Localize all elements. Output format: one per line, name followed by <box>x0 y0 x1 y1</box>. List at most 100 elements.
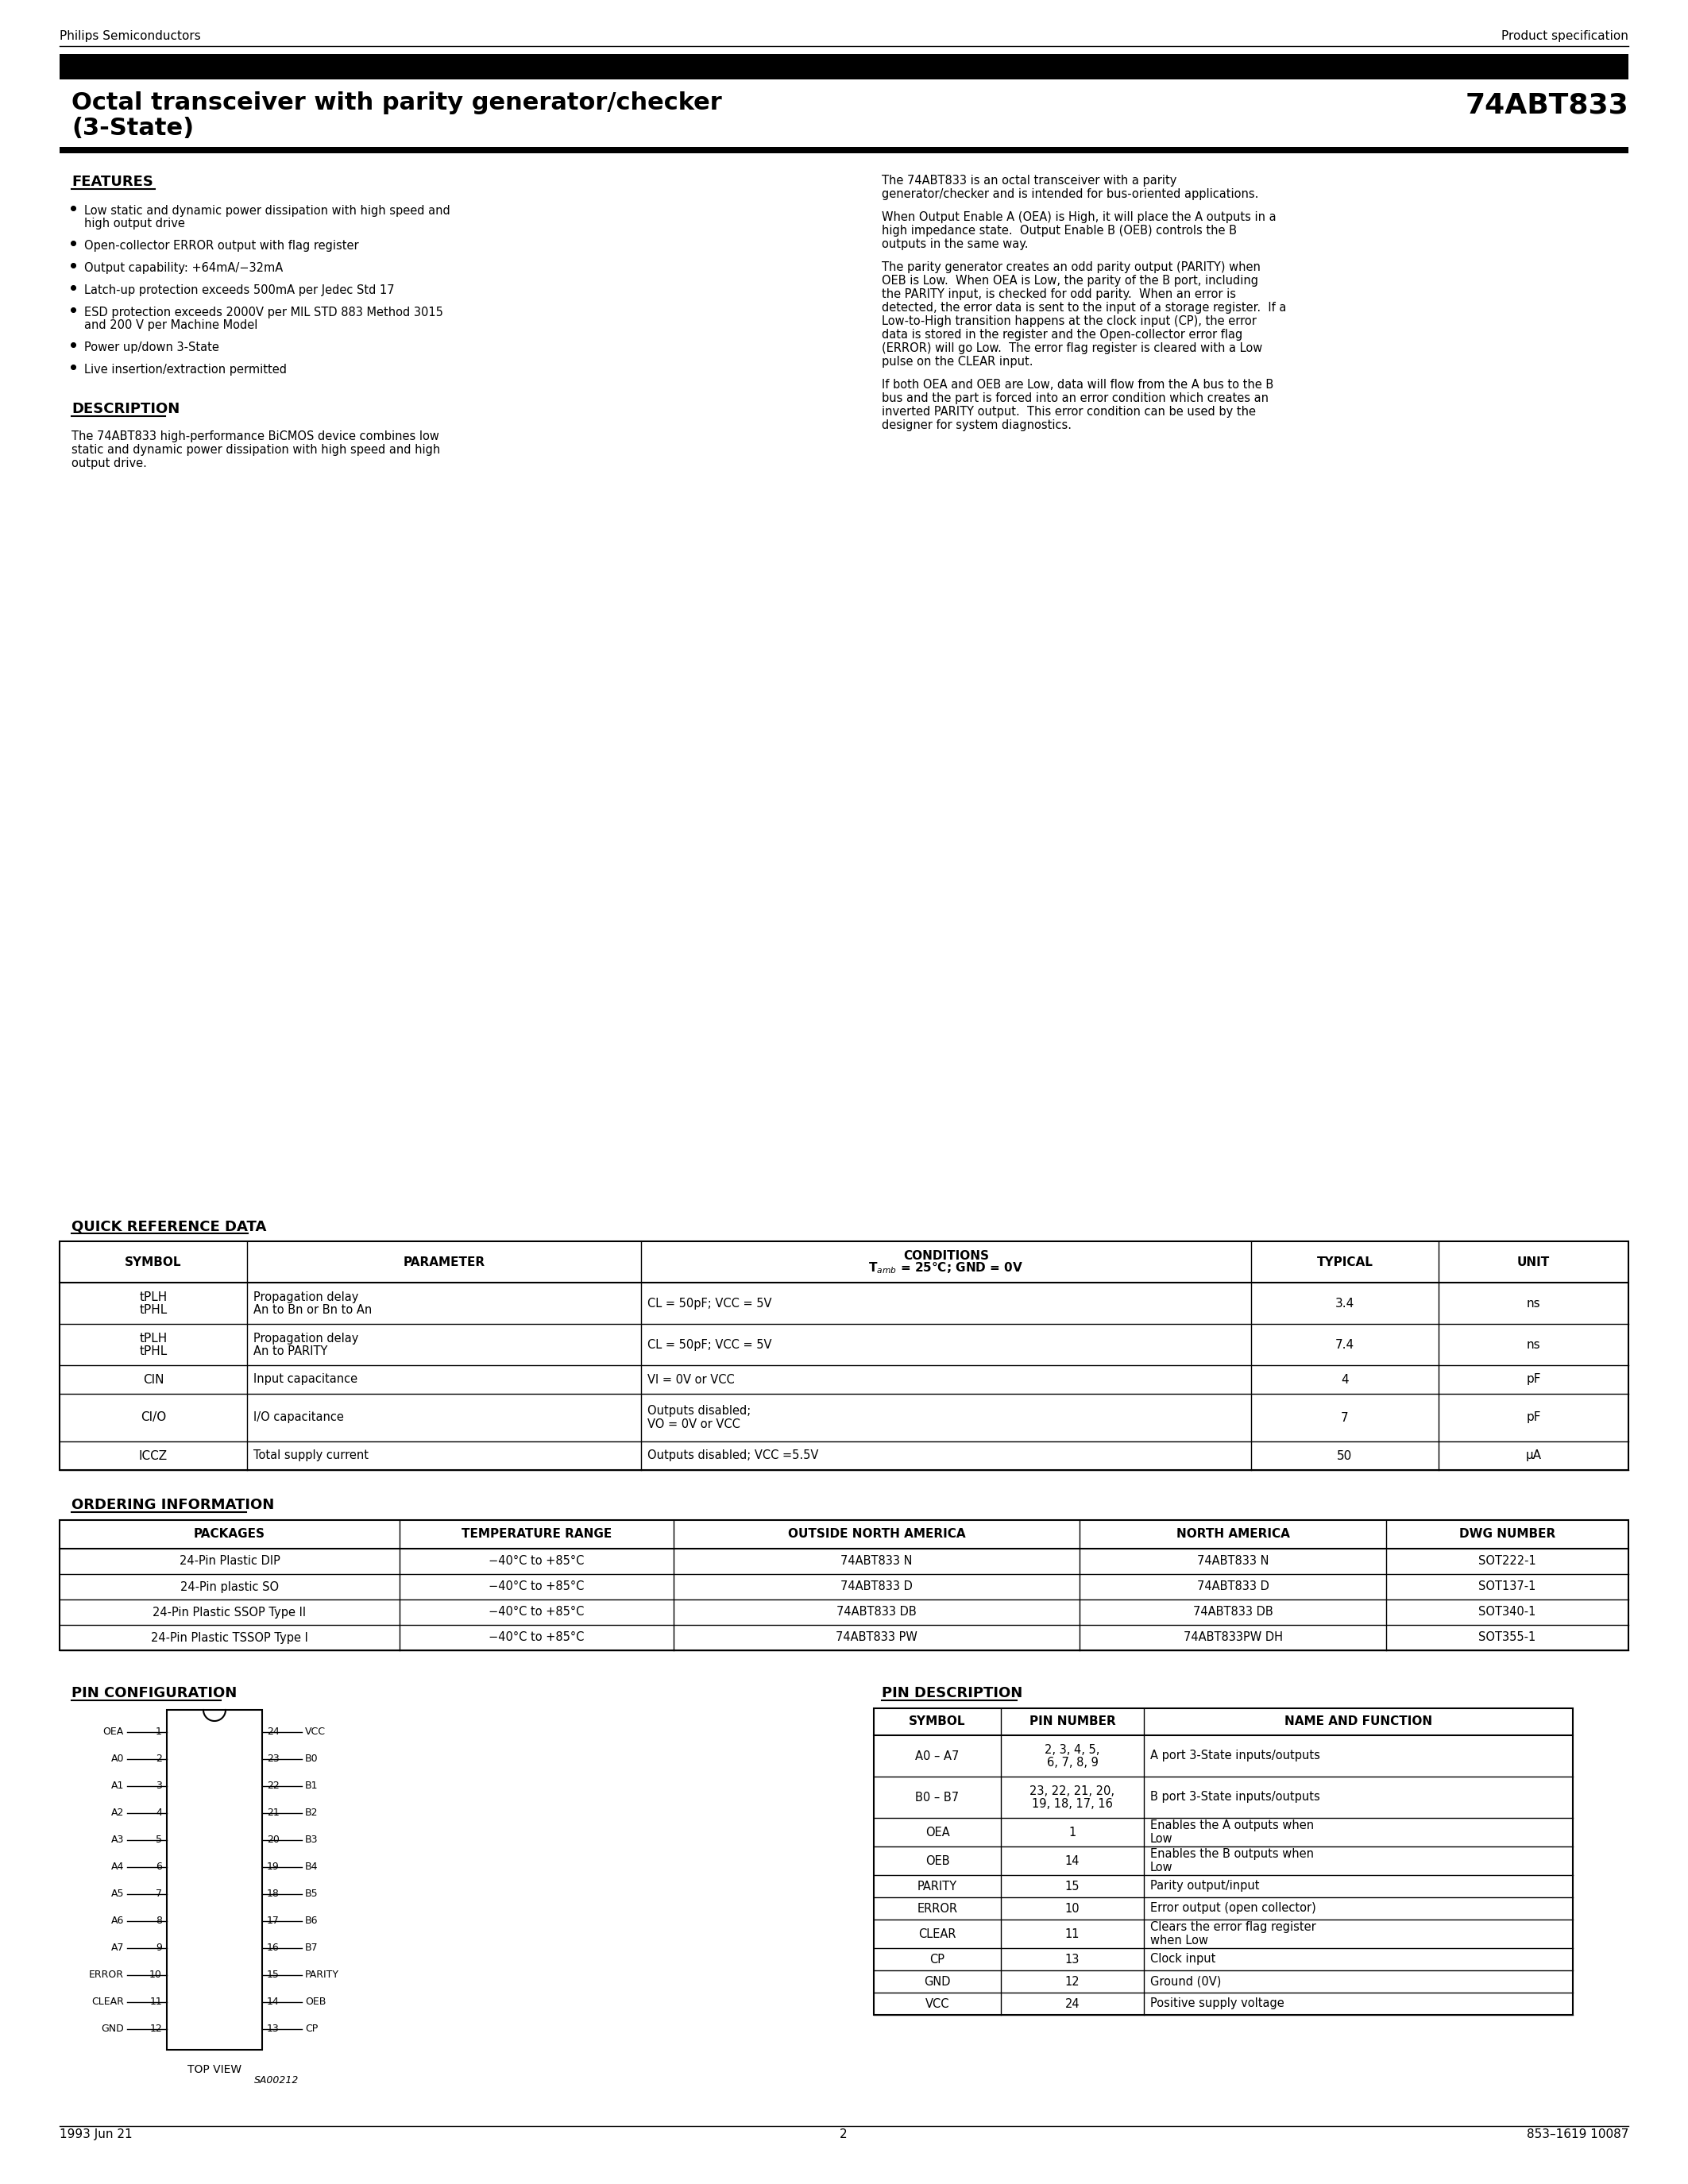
Text: The 74ABT833 high-performance BiCMOS device combines low: The 74ABT833 high-performance BiCMOS dev… <box>71 430 439 443</box>
Text: A5: A5 <box>111 1889 123 1900</box>
Text: OEA: OEA <box>925 1826 950 1839</box>
Text: Open-collector ERROR output with flag register: Open-collector ERROR output with flag re… <box>84 240 360 251</box>
Text: 10: 10 <box>150 1970 162 1981</box>
Text: B5: B5 <box>306 1889 319 1900</box>
Text: −40°C to +85°C: −40°C to +85°C <box>490 1581 584 1592</box>
Text: SYMBOL: SYMBOL <box>125 1256 182 1269</box>
Text: PACKAGES: PACKAGES <box>194 1529 265 1540</box>
Text: PARITY: PARITY <box>918 1880 957 1891</box>
Text: CIN: CIN <box>143 1374 164 1385</box>
Text: Enables the B outputs when: Enables the B outputs when <box>1150 1848 1313 1861</box>
Text: Clears the error flag register: Clears the error flag register <box>1150 1922 1317 1933</box>
Text: 11: 11 <box>150 1996 162 2007</box>
Text: Outputs disabled; VCC =5.5V: Outputs disabled; VCC =5.5V <box>648 1450 819 1461</box>
Text: 74ABT833 D: 74ABT833 D <box>1197 1581 1269 1592</box>
Text: 24-Pin plastic SO: 24-Pin plastic SO <box>181 1581 279 1592</box>
Text: 74ABT833: 74ABT833 <box>1465 92 1629 118</box>
Text: 5: 5 <box>155 1835 162 1845</box>
Text: A6: A6 <box>111 1915 123 1926</box>
Text: CLEAR: CLEAR <box>918 1928 955 1939</box>
Text: Parity output/input: Parity output/input <box>1150 1880 1259 1891</box>
Text: 20: 20 <box>267 1835 280 1845</box>
Text: 4: 4 <box>155 1808 162 1819</box>
Bar <box>59 1241 1629 1470</box>
Text: data is stored in the register and the Open-collector error flag: data is stored in the register and the O… <box>881 330 1242 341</box>
Text: Power up/down 3-State: Power up/down 3-State <box>84 341 219 354</box>
Text: 2: 2 <box>155 1754 162 1765</box>
Text: output drive.: output drive. <box>71 456 147 470</box>
Text: 9: 9 <box>155 1944 162 1952</box>
Text: 6: 6 <box>155 1863 162 1872</box>
Text: A0: A0 <box>111 1754 123 1765</box>
Text: generator/checker and is intended for bus-oriented applications.: generator/checker and is intended for bu… <box>881 188 1259 201</box>
Text: 74ABT833 DB: 74ABT833 DB <box>837 1605 917 1618</box>
Text: 15: 15 <box>1065 1880 1080 1891</box>
Text: Ground (0V): Ground (0V) <box>1150 1977 1220 1987</box>
Text: outputs in the same way.: outputs in the same way. <box>881 238 1028 251</box>
Text: ICCZ: ICCZ <box>138 1450 167 1461</box>
Text: −40°C to +85°C: −40°C to +85°C <box>490 1555 584 1568</box>
Text: SOT340-1: SOT340-1 <box>1479 1605 1536 1618</box>
Text: Product specification: Product specification <box>1501 31 1629 41</box>
Text: B7: B7 <box>306 1944 319 1952</box>
Text: A4: A4 <box>111 1863 123 1872</box>
Text: CP: CP <box>306 2025 317 2033</box>
Text: 6, 7, 8, 9: 6, 7, 8, 9 <box>1047 1756 1099 1769</box>
Text: A3: A3 <box>111 1835 123 1845</box>
Text: 1: 1 <box>1069 1826 1075 1839</box>
Text: Low: Low <box>1150 1832 1173 1845</box>
Text: static and dynamic power dissipation with high speed and high: static and dynamic power dissipation wit… <box>71 443 441 456</box>
Text: B0: B0 <box>306 1754 319 1765</box>
Text: 15: 15 <box>267 1970 280 1981</box>
Text: DWG NUMBER: DWG NUMBER <box>1458 1529 1555 1540</box>
Text: Propagation delay: Propagation delay <box>253 1332 358 1343</box>
Text: CLEAR: CLEAR <box>91 1996 123 2007</box>
Text: μA: μA <box>1526 1450 1541 1461</box>
Bar <box>167 1710 262 2051</box>
Text: 12: 12 <box>1065 1977 1080 1987</box>
Text: pF: pF <box>1526 1411 1541 1424</box>
Text: inverted PARITY output.  This error condition can be used by the: inverted PARITY output. This error condi… <box>881 406 1256 417</box>
Text: ERROR: ERROR <box>89 1970 123 1981</box>
Text: 24: 24 <box>1065 1998 1080 2009</box>
Text: −40°C to +85°C: −40°C to +85°C <box>490 1631 584 1645</box>
Text: the PARITY input, is checked for odd parity.  When an error is: the PARITY input, is checked for odd par… <box>881 288 1236 299</box>
Text: SOT222-1: SOT222-1 <box>1479 1555 1536 1568</box>
Text: The parity generator creates an odd parity output (PARITY) when: The parity generator creates an odd pari… <box>881 262 1261 273</box>
Text: tPHL: tPHL <box>140 1304 167 1315</box>
Text: A1: A1 <box>111 1780 123 1791</box>
Text: B1: B1 <box>306 1780 317 1791</box>
Text: 22: 22 <box>267 1780 280 1791</box>
Text: and 200 V per Machine Model: and 200 V per Machine Model <box>84 319 258 332</box>
Text: OEB is Low.  When OEA is Low, the parity of the B port, including: OEB is Low. When OEA is Low, the parity … <box>881 275 1258 286</box>
Bar <box>59 146 1629 153</box>
Text: 7: 7 <box>1340 1411 1349 1424</box>
Text: 12: 12 <box>150 2025 162 2033</box>
Text: A2: A2 <box>111 1808 123 1819</box>
Text: Input capacitance: Input capacitance <box>253 1374 358 1385</box>
Text: OEA: OEA <box>103 1728 123 1736</box>
Text: A0 – A7: A0 – A7 <box>915 1749 959 1762</box>
Bar <box>59 55 1629 79</box>
Text: 23: 23 <box>267 1754 280 1765</box>
Text: VI = 0V or VCC: VI = 0V or VCC <box>648 1374 734 1385</box>
Text: ORDERING INFORMATION: ORDERING INFORMATION <box>71 1498 273 1511</box>
Text: Propagation delay: Propagation delay <box>253 1291 358 1304</box>
Text: −40°C to +85°C: −40°C to +85°C <box>490 1605 584 1618</box>
Text: ESD protection exceeds 2000V per MIL STD 883 Method 3015: ESD protection exceeds 2000V per MIL STD… <box>84 306 444 319</box>
Text: Enables the A outputs when: Enables the A outputs when <box>1150 1819 1313 1832</box>
Text: B6: B6 <box>306 1915 317 1926</box>
Text: ERROR: ERROR <box>917 1902 957 1915</box>
Text: SOT355-1: SOT355-1 <box>1479 1631 1536 1645</box>
Text: ns: ns <box>1526 1339 1541 1350</box>
Text: 11: 11 <box>1065 1928 1080 1939</box>
Text: pF: pF <box>1526 1374 1541 1385</box>
Text: A7: A7 <box>111 1944 123 1952</box>
Text: Output capability: +64mA/−32mA: Output capability: +64mA/−32mA <box>84 262 284 273</box>
Text: 50: 50 <box>1337 1450 1352 1461</box>
Text: Low static and dynamic power dissipation with high speed and: Low static and dynamic power dissipation… <box>84 205 451 216</box>
Text: 14: 14 <box>267 1996 280 2007</box>
Text: CL = 50pF; VCC = 5V: CL = 50pF; VCC = 5V <box>648 1339 771 1350</box>
Text: 74ABT833 DB: 74ABT833 DB <box>1193 1605 1273 1618</box>
Text: CP: CP <box>930 1952 945 1966</box>
